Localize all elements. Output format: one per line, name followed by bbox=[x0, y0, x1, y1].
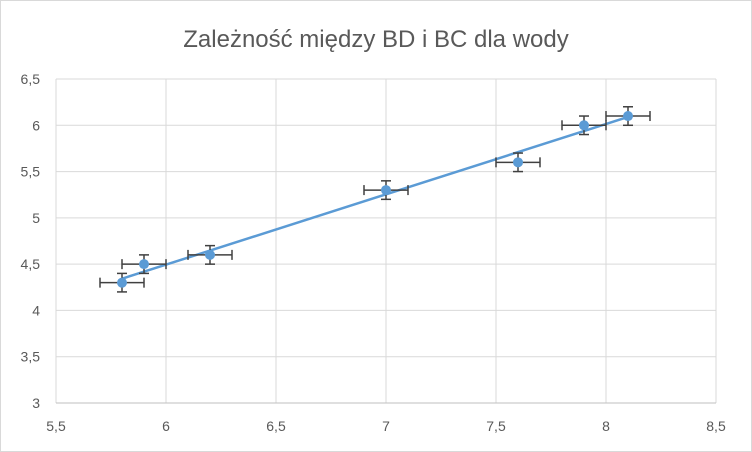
data-point bbox=[381, 185, 391, 196]
data-point bbox=[579, 120, 589, 131]
gridlines bbox=[55, 78, 717, 404]
x-tick-label: 8,5 bbox=[706, 418, 726, 434]
data-point bbox=[117, 277, 127, 288]
x-tick-label: 6,5 bbox=[266, 418, 286, 434]
data-point bbox=[513, 157, 523, 168]
data-point bbox=[623, 111, 633, 122]
y-tick-label: 3 bbox=[32, 395, 40, 411]
y-tick-label: 5 bbox=[32, 210, 40, 226]
y-tick-label: 6 bbox=[32, 117, 40, 133]
x-tick-label: 6 bbox=[162, 418, 170, 434]
x-tick-label: 5,5 bbox=[46, 418, 66, 434]
y-tick-label: 3,5 bbox=[21, 349, 41, 365]
y-tick-label: 5,5 bbox=[21, 164, 41, 180]
chart-title: Zależność między BD i BC dla wody bbox=[183, 26, 568, 53]
y-tick-label: 4,5 bbox=[21, 256, 41, 272]
data-point bbox=[139, 259, 149, 270]
y-tick-label: 6,5 bbox=[21, 71, 41, 87]
y-tick-label: 4 bbox=[32, 302, 40, 318]
error-bar bbox=[187, 244, 233, 265]
tick-labels: 5,5 6 6,5 7 7,5 8 8,5 3 3,5 4 4,5 5 5,5 6 6,5 bbox=[21, 71, 726, 434]
data-point bbox=[205, 249, 215, 260]
x-tick-label: 7,5 bbox=[486, 418, 506, 434]
data-points bbox=[117, 111, 633, 288]
x-tick-label: 7 bbox=[382, 418, 390, 434]
x-tick-label: 8 bbox=[602, 418, 610, 434]
